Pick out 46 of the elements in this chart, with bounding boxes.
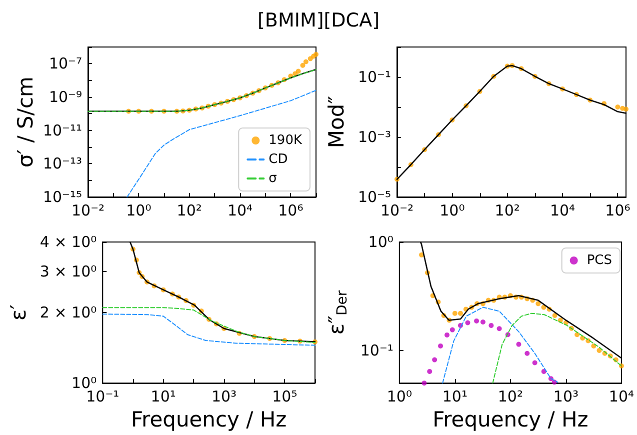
y-axis-title: ε′ xyxy=(6,304,30,321)
x-tick-label: 10² xyxy=(498,388,523,406)
y-tick-label: 10⁻⁷ xyxy=(48,54,82,73)
x-tick-label: 10⁵ xyxy=(272,388,298,406)
x-tick-label: 10⁰ xyxy=(440,202,465,220)
point xyxy=(536,301,541,306)
x-tick-label: 10⁴ xyxy=(550,202,576,220)
legend-label: PCS xyxy=(586,253,612,268)
y-tick-label: 4 × 10⁰ xyxy=(40,233,97,251)
x-tick-label: 10¹ xyxy=(442,388,468,406)
chart-title: [BMIM][DCA] xyxy=(258,10,380,32)
legend-label: 190K xyxy=(268,133,302,148)
x-tick-label: 10⁶ xyxy=(278,202,304,220)
x-tick-label: 10² xyxy=(176,202,202,220)
point xyxy=(452,310,458,316)
x-tick-label: 10¹ xyxy=(150,388,176,406)
point xyxy=(552,313,558,318)
x-axis-title: Frequency / Hz xyxy=(130,408,287,432)
point xyxy=(591,343,596,348)
y-axis-title: ε″Der xyxy=(324,290,350,335)
point xyxy=(618,363,624,368)
legend-label: σ xyxy=(268,171,277,186)
x-tick-label: 10⁴ xyxy=(608,388,634,406)
x-tick-label: 10³ xyxy=(211,388,237,406)
y-tick-label: 10⁻¹ xyxy=(360,341,394,360)
x-tick-label: 10⁰ xyxy=(386,388,412,406)
y-tick-label: 10⁻¹¹ xyxy=(42,121,82,140)
y-tick-label: 10⁻¹³ xyxy=(42,154,82,173)
y-tick-label: 10⁻³ xyxy=(358,128,391,146)
y-axis-title: σ′ / S/cm xyxy=(14,76,38,168)
legend-label: CD xyxy=(268,152,288,167)
y-tick-label: 10⁻⁹ xyxy=(48,88,82,106)
point xyxy=(596,348,602,353)
x-tick-label: 10⁶ xyxy=(605,202,630,220)
y-tick-label: 10⁰ xyxy=(368,233,394,251)
x-tick-label: 10⁻¹ xyxy=(86,388,120,406)
point xyxy=(458,310,463,316)
y-tick-label: 3 × 10⁰ xyxy=(40,262,97,280)
y-tick-label: 10⁻¹ xyxy=(358,68,391,86)
x-tick-label: 10² xyxy=(494,202,520,220)
x-tick-label: 10³ xyxy=(553,388,578,406)
x-tick-label: 10⁰ xyxy=(126,202,152,220)
x-tick-label: 10⁴ xyxy=(227,202,253,220)
y-axis-title: Mod″ xyxy=(324,96,349,148)
x-axis-title: Frequency / Hz xyxy=(432,408,588,432)
y-tick-label: 2 × 10⁰ xyxy=(40,304,97,322)
